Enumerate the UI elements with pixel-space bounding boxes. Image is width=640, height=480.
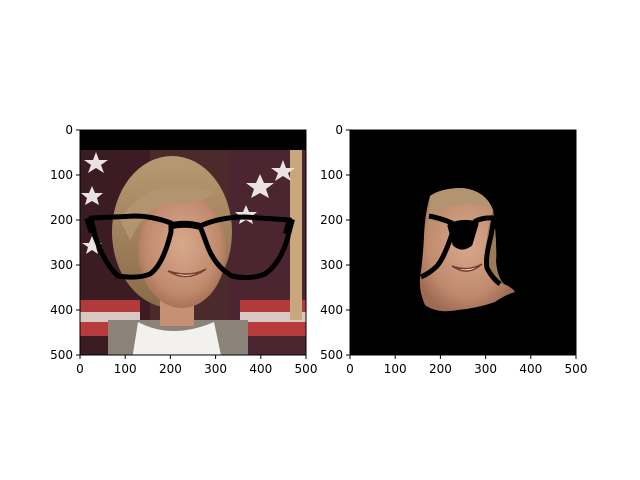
right-axes-frame — [349, 129, 577, 356]
left-y-tick-label: 0 — [65, 123, 73, 137]
left-x-tick-label: 300 — [204, 362, 227, 376]
right-x-tick-label: 100 — [384, 362, 407, 376]
left-x-tick-label: 400 — [249, 362, 272, 376]
right-x-tick-label: 500 — [565, 362, 588, 376]
right-y-tick-label: 400 — [320, 303, 343, 317]
right-y-tick-label: 500 — [320, 348, 343, 362]
right-x-tick-label: 300 — [474, 362, 497, 376]
right-y-tick-label: 200 — [320, 213, 343, 227]
right-y-tick-label: 100 — [320, 168, 343, 182]
left-image-panel — [79, 129, 307, 356]
left-axes-frame — [79, 129, 307, 356]
right-image-panel — [349, 129, 577, 356]
left-x-tick-label: 200 — [159, 362, 182, 376]
right-photo — [350, 130, 576, 355]
right-y-tick-label: 0 — [335, 123, 343, 137]
left-glasses-overlay — [84, 213, 295, 281]
left-photo — [80, 130, 306, 355]
right-glasses-overlay — [419, 213, 502, 286]
left-x-tick-label: 0 — [76, 362, 84, 376]
right-x-tick-label: 0 — [346, 362, 354, 376]
right-x-tick-label: 200 — [429, 362, 452, 376]
left-x-tick-label: 100 — [114, 362, 137, 376]
right-x-tick-label: 400 — [519, 362, 542, 376]
left-x-tick-label: 500 — [295, 362, 318, 376]
right-y-tick-label: 300 — [320, 258, 343, 272]
left-y-tick-label: 500 — [50, 348, 73, 362]
left-y-tick-label: 400 — [50, 303, 73, 317]
left-y-tick-label: 100 — [50, 168, 73, 182]
left-y-tick-label: 200 — [50, 213, 73, 227]
left-y-tick-label: 300 — [50, 258, 73, 272]
